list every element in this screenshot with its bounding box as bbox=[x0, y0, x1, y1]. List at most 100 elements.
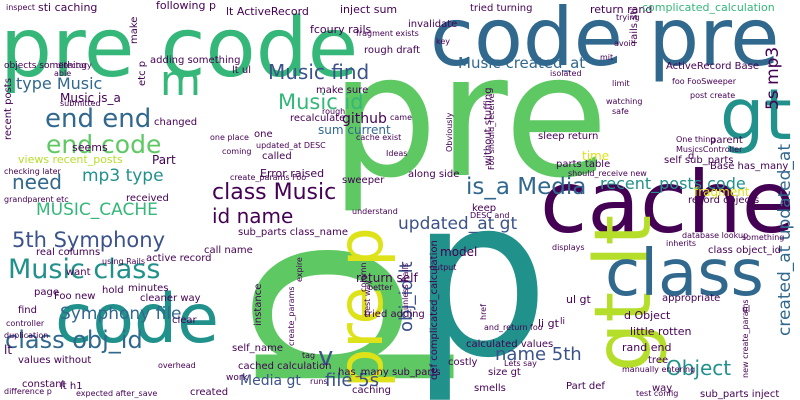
word: Part bbox=[152, 153, 176, 167]
word: grandparent etc bbox=[4, 195, 69, 204]
word: expected after_save bbox=[76, 389, 158, 398]
word: class obj_id bbox=[5, 326, 143, 354]
word: called bbox=[262, 151, 292, 162]
word: complicated_calculation bbox=[642, 1, 775, 14]
word: constant bbox=[22, 379, 66, 390]
word: cache exist bbox=[356, 133, 402, 142]
word: type Music bbox=[16, 74, 103, 93]
word: one bbox=[254, 129, 273, 140]
word: objects something bbox=[4, 61, 87, 71]
word: smells bbox=[474, 383, 506, 394]
word: class object_id bbox=[708, 245, 781, 256]
word: make sure bbox=[316, 85, 369, 96]
word: updated_at DESC bbox=[256, 141, 326, 150]
word: received bbox=[126, 193, 169, 204]
word: instance bbox=[253, 283, 264, 326]
word: and_return foo bbox=[484, 323, 543, 332]
word: end code bbox=[46, 130, 162, 159]
word: invalidate bbox=[408, 19, 458, 30]
word: cleaner way bbox=[140, 293, 201, 304]
word: class bbox=[605, 237, 764, 311]
word: hold bbox=[102, 285, 124, 296]
word: isolated bbox=[550, 69, 582, 78]
word: mp3 type bbox=[82, 166, 164, 186]
word: Lets say bbox=[504, 359, 537, 368]
word: recalculate bbox=[290, 113, 346, 124]
word: better bbox=[368, 283, 393, 292]
word: recent posts bbox=[3, 78, 14, 140]
word: file 5s bbox=[325, 370, 379, 391]
word: Music is_a bbox=[60, 91, 121, 105]
word: database lookup bbox=[682, 231, 749, 240]
word: coming bbox=[222, 147, 252, 156]
word: want bbox=[66, 267, 91, 278]
word: call name bbox=[204, 245, 253, 256]
word: MUSIC_CACHE bbox=[36, 200, 158, 220]
word: foo FooSweeper bbox=[672, 77, 737, 86]
word: pre code bbox=[0, 1, 359, 96]
word: best way bbox=[363, 279, 372, 316]
word: parent bbox=[710, 135, 743, 146]
word: record objects bbox=[688, 195, 760, 206]
word: time bbox=[582, 149, 610, 163]
word: lt h1 bbox=[60, 381, 83, 392]
word: difference p bbox=[4, 387, 52, 396]
word: Object bbox=[666, 356, 732, 380]
word: directory bbox=[56, 61, 92, 70]
word: end end bbox=[45, 104, 152, 134]
word: code pre bbox=[430, 0, 780, 84]
word: ActiveRecord Base bbox=[666, 61, 760, 72]
word: test config bbox=[636, 389, 679, 398]
word: tree bbox=[648, 355, 669, 366]
word: something bbox=[742, 233, 785, 242]
word: real columns bbox=[36, 247, 101, 258]
word: lt bbox=[4, 343, 13, 357]
word: size gt bbox=[488, 367, 521, 378]
word: one place bbox=[210, 133, 249, 142]
word: using Rails bbox=[102, 257, 146, 266]
word: active record bbox=[146, 253, 212, 264]
word: output bbox=[430, 263, 457, 272]
word: avoid bbox=[614, 39, 636, 48]
word: views recent_posts bbox=[18, 153, 123, 166]
word: clear bbox=[172, 315, 197, 326]
word: ul gt bbox=[566, 293, 591, 306]
word: displays bbox=[552, 243, 585, 252]
word: sub_parts inject bbox=[700, 389, 780, 400]
word: seems bbox=[72, 141, 108, 154]
word: make bbox=[129, 16, 140, 44]
word: tried adding bbox=[364, 309, 425, 320]
word: unless Rails bbox=[401, 262, 410, 310]
word: minutes bbox=[128, 283, 169, 294]
word: watching bbox=[606, 97, 643, 106]
word: inspect bbox=[6, 3, 35, 12]
word: Ideas bbox=[386, 149, 408, 158]
word: fcoury rails bbox=[310, 23, 372, 36]
word: parts table bbox=[556, 159, 611, 170]
word: little rotten bbox=[630, 325, 692, 338]
word: has_many sub_parts bbox=[338, 367, 441, 378]
word: tag bbox=[302, 351, 316, 360]
word: gt bbox=[720, 74, 792, 156]
word: keep bbox=[472, 203, 497, 214]
word: v bbox=[318, 342, 334, 372]
word: self sub_parts bbox=[664, 155, 734, 166]
word: d bbox=[688, 151, 695, 162]
word: limit bbox=[612, 79, 630, 88]
word: runs bbox=[310, 377, 328, 386]
word: way bbox=[652, 383, 673, 394]
word: code bbox=[55, 280, 219, 359]
word: along side bbox=[408, 169, 460, 180]
word: Music class bbox=[8, 254, 161, 285]
word: inherits bbox=[666, 239, 697, 248]
word: understand bbox=[352, 207, 398, 216]
word: 5s mp3 bbox=[763, 46, 783, 110]
word: pre p bbox=[324, 227, 397, 388]
word: Music id bbox=[278, 90, 364, 114]
word: find bbox=[18, 305, 37, 316]
word: submitted bbox=[60, 99, 101, 108]
word: sub_parts class_name bbox=[238, 227, 348, 238]
word: id name bbox=[212, 204, 294, 228]
word: Symphony file bbox=[60, 304, 182, 324]
